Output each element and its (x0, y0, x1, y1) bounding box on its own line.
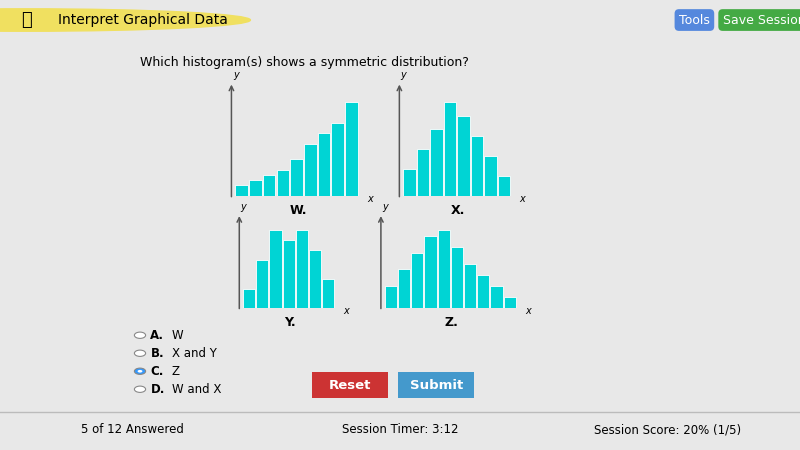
Text: Submit: Submit (410, 379, 463, 392)
Text: B.: B. (150, 347, 164, 360)
Bar (235, 185, 248, 196)
Text: Session Score: 20% (1/5): Session Score: 20% (1/5) (594, 423, 742, 436)
Bar (309, 250, 321, 308)
Bar (470, 135, 483, 196)
Bar (385, 286, 397, 308)
Text: A.: A. (150, 329, 165, 342)
Bar (444, 102, 456, 196)
Text: Y.: Y. (284, 316, 296, 329)
Bar (346, 102, 358, 196)
Text: y: y (382, 202, 388, 211)
Text: X and Y: X and Y (172, 347, 217, 360)
Bar (256, 260, 269, 308)
Bar (398, 269, 410, 308)
Text: x: x (368, 194, 374, 204)
Text: Session Timer: 3:12: Session Timer: 3:12 (342, 423, 458, 436)
Text: Tools: Tools (679, 14, 710, 27)
Bar (243, 289, 255, 308)
Text: Save Session: Save Session (722, 14, 800, 27)
Bar (270, 230, 282, 308)
Bar (277, 170, 290, 196)
Text: D.: D. (150, 383, 165, 396)
Bar (504, 297, 516, 308)
Bar (411, 252, 423, 308)
Text: 🌴: 🌴 (21, 11, 32, 29)
Bar (490, 286, 502, 308)
Bar (498, 176, 510, 196)
Bar (318, 134, 330, 196)
Bar (438, 230, 450, 308)
Text: W: W (172, 329, 184, 342)
Bar (290, 159, 303, 196)
Text: X.: X. (451, 204, 465, 217)
Text: Z: Z (172, 365, 180, 378)
Bar (464, 264, 476, 308)
Bar (263, 175, 275, 196)
Text: y: y (401, 70, 406, 80)
Bar (424, 236, 437, 308)
Bar (403, 169, 416, 196)
Bar (478, 275, 490, 308)
Text: Which histogram(s) shows a symmetric distribution?: Which histogram(s) shows a symmetric dis… (140, 56, 469, 69)
Bar (417, 149, 429, 196)
Text: y: y (241, 202, 246, 211)
Bar (331, 123, 344, 196)
Text: W.: W. (290, 204, 306, 217)
Text: y: y (233, 70, 238, 80)
Bar (282, 240, 294, 308)
Text: Interpret Graphical Data: Interpret Graphical Data (58, 13, 227, 27)
Text: x: x (526, 306, 531, 316)
Bar (304, 144, 317, 196)
Text: C.: C. (150, 365, 164, 378)
Text: x: x (344, 306, 350, 316)
Text: W and X: W and X (172, 383, 222, 396)
Bar (296, 230, 308, 308)
Text: Z.: Z. (445, 316, 458, 329)
Bar (484, 156, 497, 196)
Bar (430, 129, 442, 196)
Bar (451, 247, 463, 308)
Text: Reset: Reset (329, 379, 371, 392)
Text: 5 of 12 Answered: 5 of 12 Answered (81, 423, 183, 436)
Text: x: x (520, 194, 526, 204)
Bar (249, 180, 262, 196)
Circle shape (0, 9, 250, 31)
Bar (457, 116, 470, 196)
Bar (322, 279, 334, 308)
